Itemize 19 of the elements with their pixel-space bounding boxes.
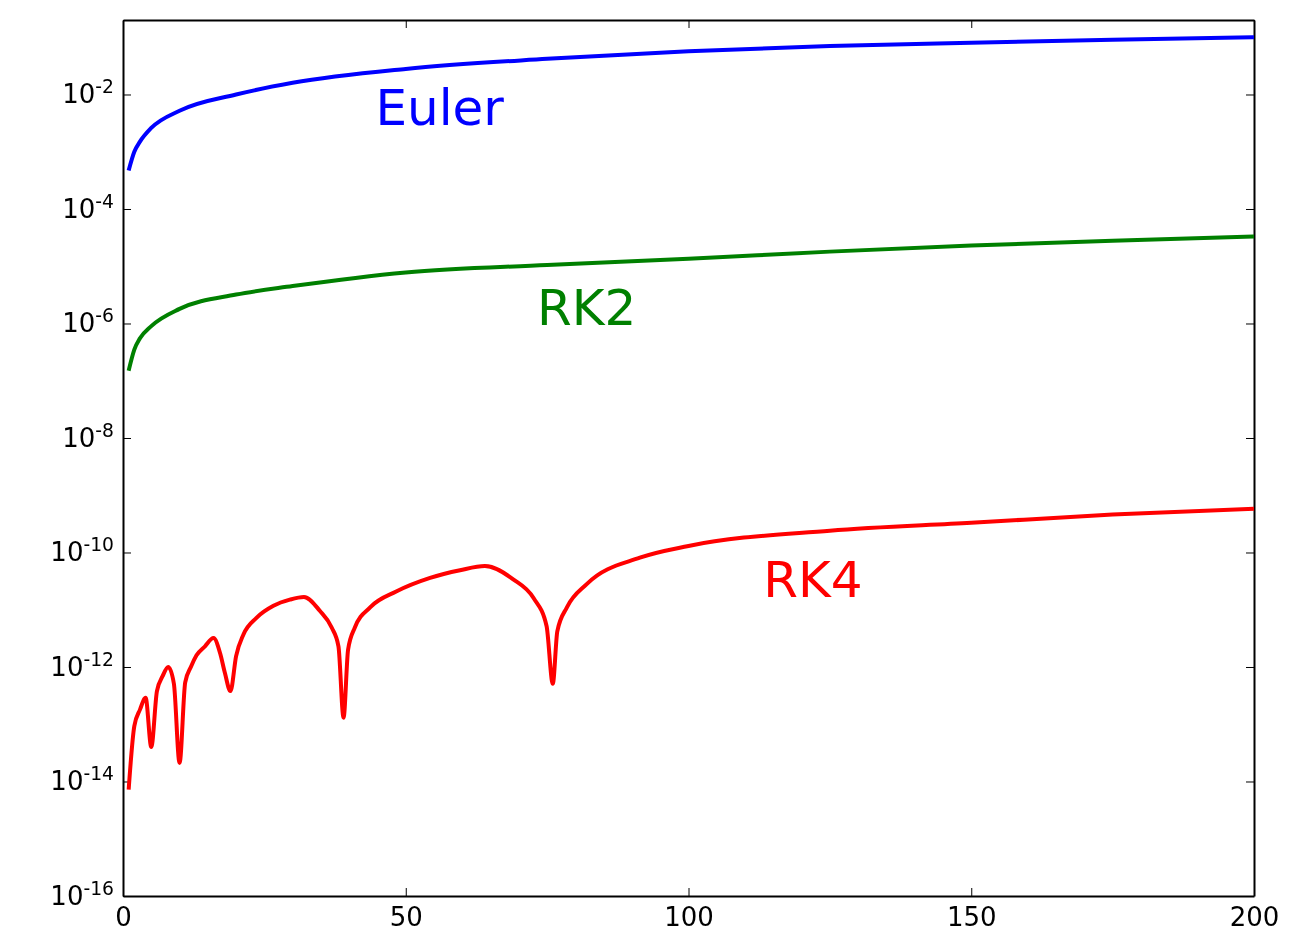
y-tick-label: 10$^{-6}$ — [62, 304, 114, 339]
y-tick-label: 10$^{-16}$ — [50, 877, 114, 911]
y-tick-label: 10$^{-4}$ — [62, 190, 114, 224]
x-tick-label: 200 — [1229, 902, 1280, 933]
line-series — [126, 506, 1256, 792]
x-tick-label: 150 — [946, 902, 997, 933]
series-label: RK4 — [763, 550, 863, 609]
x-tick-label: 50 — [389, 902, 423, 933]
series-label: RK2 — [537, 278, 637, 337]
y-tick-label: 10$^{-2}$ — [62, 75, 114, 110]
y-tick-label: 10$^{-12}$ — [50, 648, 114, 682]
line-series — [126, 234, 1256, 373]
y-tick-label: 10$^{-14}$ — [50, 762, 114, 797]
y-tick-label: 10$^{-10}$ — [50, 533, 114, 568]
x-tick-label: 100 — [664, 902, 714, 933]
x-tick-label: 0 — [115, 902, 132, 933]
y-tick-label: 10$^{-8}$ — [62, 419, 114, 453]
series-label: Euler — [375, 78, 505, 137]
line-series — [126, 35, 1256, 173]
